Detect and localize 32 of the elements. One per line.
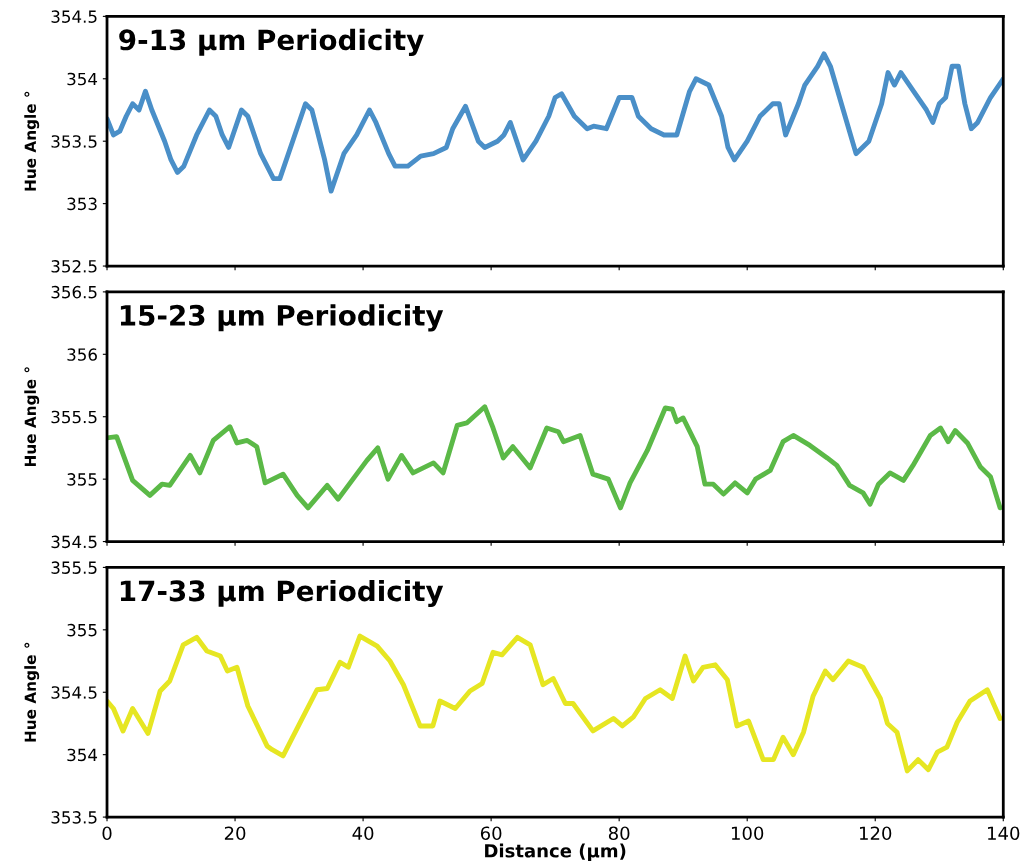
x-tick-label: 0 — [102, 826, 112, 841]
y-axis-title: Hue Angle ° — [24, 367, 40, 467]
line-series — [107, 404, 1003, 511]
x-tick-label: 100 — [731, 826, 764, 841]
y-tick-label: 354.5 — [51, 535, 97, 549]
y-tick-label: 356 — [67, 348, 97, 361]
y-tick-label: 354 — [67, 748, 98, 762]
y-tick-label: 355 — [67, 623, 97, 637]
y-tick-label: 355.5 — [51, 561, 97, 574]
line-series — [107, 633, 1003, 774]
y-tick-label: 352.5 — [51, 260, 97, 273]
y-tick-label: 355 — [67, 473, 97, 486]
x-tick-label: 40 — [352, 826, 374, 841]
y-tick-label: 356.5 — [51, 285, 97, 299]
x-tick-label: 140 — [988, 826, 1020, 841]
y-tick-label: 354 — [67, 72, 98, 86]
chart-title: 15-23 µm Periodicity — [120, 304, 444, 332]
y-axis-title: Hue Angle ° — [24, 91, 40, 191]
x-tick-label: 80 — [608, 826, 630, 841]
y-tick-label: 353.5 — [51, 135, 97, 148]
y-tick-label: 355.5 — [51, 410, 97, 424]
y-tick-label: 353 — [67, 197, 97, 211]
x-axis-title: Distance (μm) — [485, 843, 626, 861]
x-tick-label: 20 — [224, 826, 246, 841]
y-tick-label: 354.5 — [51, 686, 97, 699]
y-tick-label: 354.5 — [51, 10, 97, 23]
x-tick-label: 60 — [480, 826, 502, 841]
y-axis-title: Hue Angle ° — [24, 642, 40, 742]
y-tick-label: 353.5 — [51, 811, 97, 824]
chart-title: 17-33 µm Periodicity — [120, 579, 444, 607]
chart-title: 9-13 µm Periodicity — [119, 28, 424, 56]
x-tick-label: 120 — [859, 826, 892, 841]
